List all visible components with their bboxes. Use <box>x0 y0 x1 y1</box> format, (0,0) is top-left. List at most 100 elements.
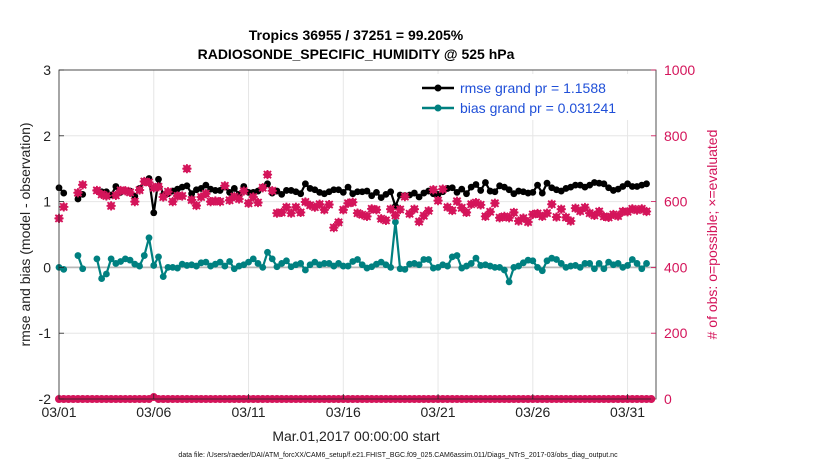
data-point <box>320 260 328 267</box>
obs-evaluated-mark <box>537 211 547 222</box>
data-point <box>93 255 101 263</box>
obs-evaluated-mark <box>499 211 509 222</box>
data-point <box>301 180 309 188</box>
data-point <box>633 260 641 267</box>
obs-evaluated-mark <box>409 204 419 214</box>
data-point <box>344 262 352 270</box>
obs-evaluated-mark <box>556 204 566 214</box>
data-point <box>538 189 546 197</box>
obs-evaluated-mark <box>300 197 310 207</box>
obs-evaluated-mark <box>476 200 486 210</box>
data-point <box>586 260 594 267</box>
y-tick-label-right: 200 <box>664 325 688 341</box>
data-point <box>591 265 598 273</box>
obs-evaluated-mark <box>206 197 216 207</box>
x-tick-label: 03/26 <box>515 404 550 420</box>
obs-evaluated-mark <box>528 209 538 220</box>
obs-evaluated-mark <box>120 186 130 196</box>
data-point <box>463 190 470 198</box>
obs-evaluated-mark <box>106 201 116 211</box>
data-point <box>595 260 603 267</box>
obs-evaluated-mark <box>471 197 481 208</box>
obs-evaluated-mark <box>386 204 396 214</box>
x-tick-label: 03/21 <box>421 404 456 420</box>
data-point <box>202 181 210 189</box>
data-point <box>453 252 461 259</box>
data-point <box>420 256 428 263</box>
obs-evaluated-mark <box>466 199 476 209</box>
obs-evaluated-mark <box>97 189 107 199</box>
obs-evaluated-mark <box>428 185 438 195</box>
obs-evaluated-mark <box>604 212 614 222</box>
data-point <box>354 256 361 263</box>
obs-evaluated-mark <box>243 198 254 208</box>
data-point <box>226 258 233 265</box>
obs-evaluated-mark <box>613 211 623 221</box>
y-axis-label-right: # of obs: o=possible; ×=evaluated <box>704 130 720 340</box>
obs-evaluated-mark <box>210 196 220 206</box>
obs-evaluated-mark <box>172 191 183 201</box>
obs-evaluated-mark <box>509 207 519 218</box>
obs-evaluated-mark <box>566 216 576 226</box>
obs-evaluated-mark <box>262 170 273 180</box>
obs-evaluated-mark <box>433 196 443 206</box>
data-point <box>136 262 143 270</box>
obs-evaluated-mark <box>495 213 505 223</box>
obs-evaluated-mark <box>357 210 367 220</box>
obs-evaluated-mark <box>163 187 173 197</box>
obs-evaluated-mark <box>523 217 533 227</box>
data-point <box>624 262 631 269</box>
y-tick-label: 2 <box>43 128 51 144</box>
data-point <box>301 266 309 274</box>
obs-evaluated-mark <box>277 207 287 218</box>
data-point <box>330 186 338 194</box>
obs-evaluated-mark <box>367 204 377 214</box>
obs-evaluated-mark <box>125 187 135 197</box>
obs-evaluated-mark <box>149 183 159 193</box>
obs-evaluated-mark <box>319 205 329 215</box>
data-point <box>377 194 385 202</box>
data-point <box>477 187 485 194</box>
y-tick-label: -2 <box>39 391 52 407</box>
data-point <box>425 256 432 263</box>
data-point <box>297 190 305 198</box>
data-point <box>363 187 371 195</box>
x-tick-label: 03/11 <box>232 404 266 420</box>
obs-evaluated-mark <box>229 192 239 202</box>
data-point <box>415 261 423 269</box>
data-point <box>183 182 191 190</box>
data-point <box>254 260 262 267</box>
legend-marker-bias <box>434 104 442 112</box>
obs-evaluated-mark <box>333 217 344 227</box>
data-point <box>387 188 395 196</box>
data-point <box>140 252 148 259</box>
obs-evaluated-mark <box>423 206 434 216</box>
data-point <box>581 260 589 267</box>
obs-evaluated-mark <box>272 208 282 218</box>
obs-evaluated-mark <box>220 181 230 191</box>
obs-evaluated-mark <box>400 192 410 202</box>
data-point <box>126 256 134 264</box>
obs-evaluated-mark <box>390 210 401 221</box>
data-point <box>79 265 87 273</box>
obs-evaluated-mark <box>73 188 83 198</box>
x-tick-label: 03/31 <box>610 404 645 420</box>
data-point <box>102 270 110 278</box>
data-point <box>60 189 68 197</box>
data-point <box>628 256 636 263</box>
data-point <box>60 265 68 273</box>
obs-evaluated-mark <box>168 197 178 207</box>
chart-subtitle: RADIOSONDE_SPECIFIC_HUMIDITY @ 525 hPa <box>198 46 515 62</box>
obs-evaluated-mark <box>627 204 637 214</box>
obs-evaluated-mark <box>518 213 528 223</box>
obs-evaluated-mark <box>608 209 618 220</box>
data-point <box>505 186 513 194</box>
data-point <box>245 258 252 266</box>
chart-title: Tropics 36955 / 37251 = 99.205% <box>249 27 464 43</box>
obs-evaluated-mark <box>362 211 372 222</box>
data-point <box>193 262 200 270</box>
x-tick-label: 03/16 <box>326 404 361 420</box>
data-point <box>472 254 480 262</box>
obs-evaluated-mark <box>59 202 69 212</box>
data-point <box>249 255 257 263</box>
